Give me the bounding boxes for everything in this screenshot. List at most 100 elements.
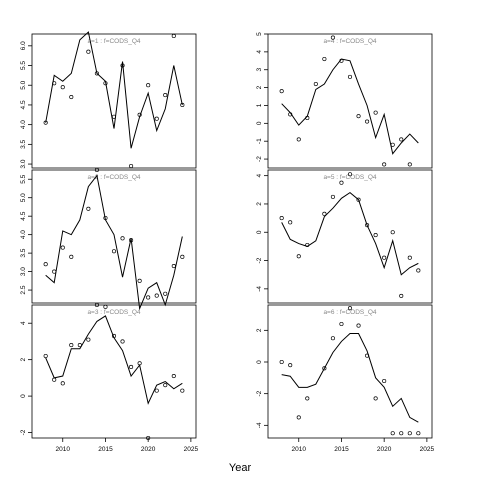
observed-point	[120, 63, 125, 68]
x-tick-label: 2015	[334, 446, 349, 453]
observed-point	[171, 33, 176, 39]
observed-point	[103, 215, 108, 221]
observed-point	[390, 230, 395, 235]
panel: a=5 : f=CODS_Q4 -4 -2 0 2 4	[256, 169, 433, 304]
observed-point	[69, 343, 74, 348]
observed-point	[365, 223, 370, 228]
observed-point	[279, 89, 284, 94]
observed-point	[382, 162, 387, 167]
observed-point	[94, 302, 99, 308]
y-tick-label: 0	[256, 230, 263, 234]
observed-point	[365, 353, 370, 358]
panel-frame	[31, 304, 197, 439]
y-tick-label: 2	[20, 357, 27, 361]
observed-point	[94, 167, 99, 173]
y-tick-label: 4.5	[20, 211, 27, 220]
observed-point	[120, 236, 125, 241]
y-tick-label: -1	[256, 138, 263, 144]
observed-point	[120, 339, 125, 344]
fitted-line	[45, 31, 183, 149]
panel-frame	[267, 33, 433, 169]
panel-frame	[31, 33, 197, 169]
fitted-line	[45, 174, 183, 311]
observed-point	[43, 353, 48, 359]
x-tick-label: 2025	[420, 446, 435, 453]
observed-point	[347, 172, 353, 177]
y-tick-label: 2.5	[20, 285, 27, 294]
x-tick-label: 2025	[184, 446, 199, 453]
observed-point	[382, 255, 387, 260]
observed-point	[103, 304, 108, 309]
y-tick-label: 2	[256, 85, 263, 89]
panel: a=4 : f=CODS_Q4 -2 -1 0 1 2 3 4 5	[256, 32, 433, 169]
observed-point	[296, 415, 301, 420]
y-tick-label: 6.0	[20, 41, 27, 50]
observed-point	[296, 137, 301, 142]
x-tick-label: 2010	[292, 446, 307, 453]
observed-point	[163, 93, 168, 98]
y-tick-label: 5.0	[20, 193, 27, 202]
observed-point	[365, 119, 370, 124]
observed-point	[390, 431, 395, 436]
panel-frame	[267, 169, 433, 304]
observed-point	[77, 343, 82, 348]
observed-point	[86, 206, 91, 211]
y-tick-label: 5	[256, 32, 263, 36]
y-tick-label: -4	[256, 286, 263, 292]
y-tick-label: 4	[20, 321, 27, 325]
panel-frame	[267, 304, 433, 439]
observed-point	[146, 435, 151, 441]
observed-point	[416, 268, 421, 273]
observed-point	[279, 359, 284, 365]
observed-point	[305, 115, 310, 121]
observed-point	[180, 388, 185, 393]
y-tick-label: 0	[256, 360, 263, 364]
observed-point	[60, 85, 65, 90]
observed-point	[171, 264, 176, 269]
observed-point	[52, 81, 57, 86]
observed-point	[43, 120, 48, 125]
observed-point	[356, 323, 361, 328]
observed-point	[296, 254, 301, 259]
observed-point	[330, 35, 335, 40]
panel-frame	[31, 169, 197, 304]
panel: a=6 : f=CODS_Q4 -4 -2 0 2 2010 2015 2020 2025	[256, 304, 435, 453]
x-tick-label: 2010	[56, 446, 71, 453]
panel-title: a=2 : f=CODS_Q4	[87, 174, 140, 181]
panel-title: a=4 : f=CODS_Q4	[323, 38, 376, 45]
y-tick-label: -2	[256, 390, 263, 396]
observed-point	[163, 291, 168, 296]
observed-point	[52, 377, 57, 382]
observed-point	[339, 321, 344, 327]
y-tick-label: 3	[256, 68, 263, 72]
observed-point	[322, 56, 327, 62]
observed-point	[43, 262, 48, 267]
observed-point	[103, 81, 108, 86]
y-tick-label: 3.0	[20, 267, 27, 276]
y-tick-label: 4	[256, 173, 263, 177]
observed-point	[137, 278, 142, 283]
observed-point	[171, 374, 176, 379]
observed-point	[163, 383, 168, 388]
observed-point	[399, 431, 404, 436]
panel: a=1 : f=CODS_Q4 3.0 3.5 4.0 4.5 5.0 5.5 6.0	[20, 31, 197, 169]
observed-point	[129, 163, 134, 169]
observed-point	[137, 361, 142, 366]
observed-point	[69, 254, 74, 259]
y-tick-label: -4	[256, 422, 263, 428]
panel-title: a=5 : f=CODS_Q4	[323, 174, 376, 181]
observed-point	[322, 366, 327, 371]
observed-point	[86, 49, 91, 54]
observed-point	[313, 81, 318, 87]
observed-point	[154, 388, 159, 393]
y-tick-label: 5.5	[20, 61, 27, 70]
observed-point	[416, 431, 421, 436]
y-tick-label: 4.5	[20, 100, 27, 109]
observed-point	[339, 58, 344, 63]
observed-point	[180, 254, 185, 259]
observed-point	[407, 431, 412, 436]
observed-point	[69, 95, 74, 100]
observed-point	[60, 245, 65, 250]
observed-point	[288, 112, 293, 117]
